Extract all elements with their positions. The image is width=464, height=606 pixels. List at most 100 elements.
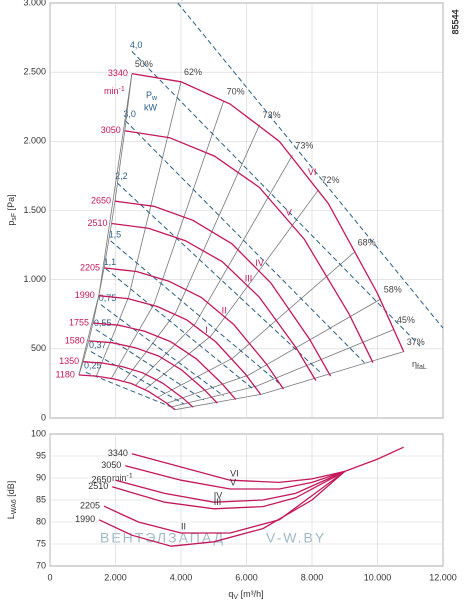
y-tick-label: 1.500: [23, 205, 46, 215]
x-label-symbol: q: [228, 589, 233, 599]
power-sub: w: [151, 95, 158, 102]
efficiency-label: 73%: [295, 141, 313, 151]
speed-label: 3340: [108, 448, 128, 458]
speed-curve: [131, 72, 405, 352]
speed-label: 3050: [101, 460, 121, 470]
speed-label: 1755: [69, 317, 89, 327]
x-tick-label: 8.000: [301, 572, 324, 582]
curve-number: I: [205, 325, 208, 335]
unit-exp: -1: [127, 473, 133, 480]
speed-curve: [104, 267, 285, 390]
efficiency-line: [171, 329, 395, 408]
curve-number: II: [222, 305, 227, 315]
curve-number: IV: [255, 258, 264, 268]
efficiency-label: 73%: [263, 110, 281, 120]
speed-label: 2510: [88, 218, 108, 228]
y-tick-label: 500: [31, 343, 46, 353]
y-label-symbol: L: [6, 514, 16, 519]
y-axis-label: psF [Pa]: [6, 194, 17, 225]
efficiency-line: [144, 189, 319, 390]
speed-curve: [103, 470, 346, 534]
power-unit: kW: [144, 102, 158, 112]
speed-curve: [112, 470, 346, 510]
y-label-unit: [dB]: [6, 481, 16, 500]
efficiency-label: 62%: [184, 67, 202, 77]
speed-curve: [131, 446, 404, 484]
efficiency-label: 70%: [227, 87, 245, 97]
y-tick-label: 1.000: [23, 274, 46, 284]
curve-number: VI: [230, 469, 239, 479]
speed-curve: [111, 222, 317, 381]
x-tick-label: 6.000: [235, 572, 258, 582]
efficiency-label: ηfaL: [412, 359, 427, 370]
y-tick-label: 90: [36, 472, 46, 482]
x-axis-label: qV [m³/h]: [228, 589, 263, 600]
efficiency-label: 58%: [384, 284, 402, 294]
y-tick-label: 95: [36, 450, 46, 460]
power-line: [116, 182, 323, 375]
power-label: 1,1: [104, 257, 117, 267]
y-axis-label: LWA6 [dB]: [6, 481, 17, 519]
x-tick-label: 12.000: [429, 572, 457, 582]
speed-curve: [98, 295, 262, 395]
y-tick-label: 2.000: [23, 136, 46, 146]
curve-number: III: [245, 274, 253, 284]
speed-label: 1990: [75, 290, 95, 300]
x-tick-label: 2.000: [104, 572, 127, 582]
speed-curve: [88, 340, 218, 404]
x-tick-label: 0: [47, 572, 52, 582]
x-label-unit: [m³/h]: [238, 589, 264, 599]
power-label: 3,0: [123, 109, 136, 119]
speed-curve: [115, 470, 346, 503]
efficiency-line: [174, 351, 404, 411]
unit-main: min: [104, 86, 119, 96]
curve-number: V: [230, 477, 236, 487]
code: 85544: [450, 9, 460, 34]
curve-number: VI: [308, 167, 317, 177]
speed-curve: [125, 465, 346, 490]
y-tick-label: 100: [31, 428, 46, 438]
y-tick-label: 85: [36, 494, 46, 504]
power-line: [124, 120, 365, 364]
efficiency-label: 37%: [407, 337, 425, 347]
efficiency-label: 72%: [322, 175, 340, 185]
power-label: 4,0: [130, 40, 143, 50]
power-line: [110, 240, 280, 384]
efficiency-line: [95, 81, 182, 377]
y-tick-label: 80: [36, 516, 46, 526]
efficiency-line: [135, 155, 293, 386]
speed-label: 1580: [65, 335, 85, 345]
speed-label: 2510: [88, 481, 108, 491]
power-label: Pw: [146, 90, 158, 101]
speed-label: 1350: [59, 356, 79, 366]
power-label: 1,5: [109, 229, 122, 239]
power-symbol: P: [146, 90, 152, 100]
efficiency-label: 68%: [358, 237, 376, 247]
curve-number: II: [181, 521, 186, 531]
speed-curve: [92, 322, 237, 401]
eta: η: [412, 359, 417, 369]
speed-unit: min-1: [112, 473, 133, 484]
speed-curve: [124, 130, 374, 363]
power-label: 0,25: [84, 361, 102, 371]
speed-label: 2650: [91, 196, 111, 206]
speed-label: 1180: [56, 369, 75, 379]
y-label-sub: sF: [11, 213, 18, 221]
curve-number: III: [214, 497, 222, 507]
power-line: [95, 329, 205, 401]
power-label: 0,55: [94, 318, 112, 328]
y-tick-label: 70: [36, 560, 46, 570]
efficiency-label: 45%: [397, 315, 415, 325]
power-label: 2,2: [115, 171, 128, 181]
efficiency-line: [110, 101, 224, 379]
speed-unit: min-1: [104, 86, 125, 97]
speed-curve: [98, 470, 346, 547]
y-label-symbol: p: [6, 221, 16, 226]
speed-label: 1990: [75, 514, 95, 524]
power-line: [177, 2, 444, 329]
efficiency-line: [157, 251, 355, 398]
x-tick-label: 4.000: [170, 572, 193, 582]
y-tick-label: 0: [41, 412, 46, 422]
speed-curve: [83, 361, 194, 408]
